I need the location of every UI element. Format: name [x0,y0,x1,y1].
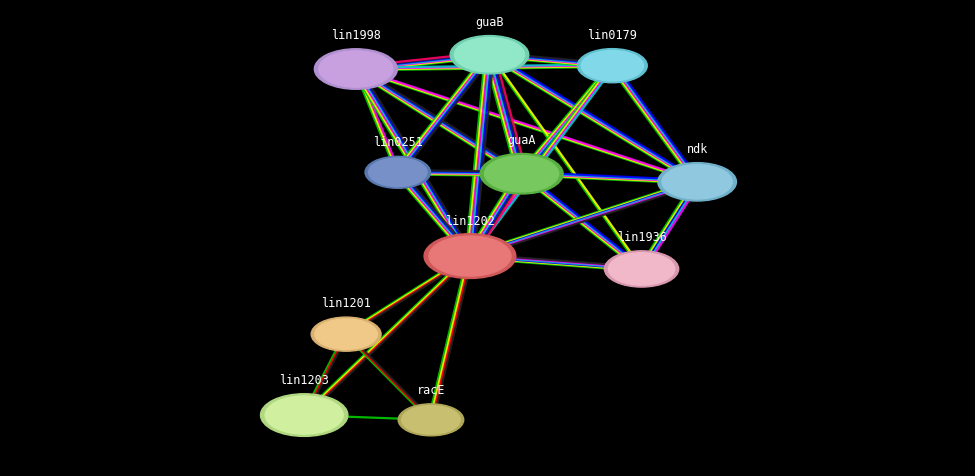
Circle shape [604,251,679,287]
Text: ndk: ndk [686,143,708,156]
Circle shape [398,404,464,436]
Circle shape [454,38,525,72]
Circle shape [265,396,343,434]
Circle shape [577,49,647,83]
Circle shape [581,50,644,81]
Circle shape [369,158,427,187]
Circle shape [319,51,393,87]
Circle shape [480,153,564,194]
Circle shape [365,156,431,188]
Circle shape [424,234,516,278]
Text: lin1202: lin1202 [445,215,495,228]
Circle shape [429,236,511,276]
Circle shape [311,317,381,351]
Text: lin0179: lin0179 [587,29,638,42]
Circle shape [662,165,732,199]
Circle shape [485,156,559,192]
Text: lin1201: lin1201 [321,298,371,310]
Circle shape [402,406,460,434]
Circle shape [658,163,736,201]
Circle shape [314,49,398,89]
Text: guaA: guaA [507,134,536,147]
Circle shape [608,253,675,285]
Text: racE: racE [416,384,446,397]
Circle shape [260,394,348,436]
Circle shape [450,36,528,74]
Text: guaB: guaB [475,16,504,29]
Text: lin1203: lin1203 [279,375,330,387]
Text: lin0251: lin0251 [372,137,423,149]
Circle shape [315,319,377,349]
Text: lin1998: lin1998 [331,30,381,42]
Text: lin1936: lin1936 [616,231,667,244]
